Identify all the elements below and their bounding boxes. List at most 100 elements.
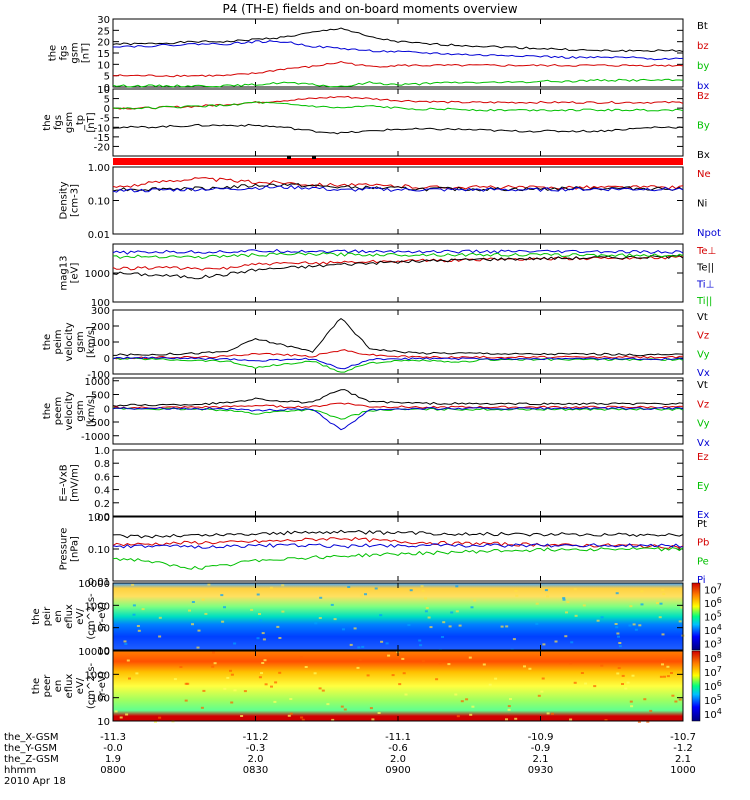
y-tick-label: -500 xyxy=(87,418,110,429)
x-tick-label: 2.1 xyxy=(533,754,549,765)
legend-entry: Vz xyxy=(697,399,709,410)
y-axis-label: eV/ xyxy=(75,608,86,625)
spectrogram-cell xyxy=(358,658,362,661)
spectrogram-cell xyxy=(119,716,123,719)
spectrogram-cell xyxy=(233,642,237,645)
spectrogram-cell xyxy=(615,592,619,595)
spectrogram-cell xyxy=(621,674,625,677)
spectrogram-cell xyxy=(173,678,177,681)
y-axis-label: sr-eV) xyxy=(97,671,108,700)
spectrogram-cell xyxy=(287,714,291,717)
series-line-Bt xyxy=(112,27,684,53)
series-line-bz xyxy=(112,60,684,78)
legend-entry: Ex xyxy=(697,510,709,521)
spectrogram-cell xyxy=(540,690,544,693)
spectrogram-cell xyxy=(659,675,663,678)
spectrogram-cell xyxy=(646,720,650,723)
spectrogram-cell xyxy=(281,610,285,613)
status-bar-tick xyxy=(287,156,291,159)
spectrogram-cell xyxy=(369,707,373,710)
status-bar-tick xyxy=(312,156,316,159)
y-tick-label: -10 xyxy=(94,123,110,134)
y-tick-label: 500 xyxy=(91,391,110,402)
spectrogram-cell xyxy=(243,690,247,693)
legend-entry: Ni xyxy=(697,199,707,210)
spectrogram-cell xyxy=(274,681,278,684)
spectrogram-cell xyxy=(584,682,588,685)
spectrogram-cell xyxy=(488,683,492,686)
spectrogram-cell xyxy=(385,642,389,645)
series-line-Vt xyxy=(112,389,684,407)
spectrogram-cell xyxy=(666,665,670,668)
panel-8: 0.01 0.10 1.00 Pressure [nPa] Pt Pb Pe Pi xyxy=(59,513,710,588)
colorbar-tick-exponent: 7 xyxy=(717,583,722,592)
spectrogram-cell xyxy=(196,646,200,649)
spectrogram-cell xyxy=(438,662,442,665)
y-axis-label: peer xyxy=(42,674,53,698)
spectrogram-cell xyxy=(427,616,431,619)
spectrogram xyxy=(113,651,683,721)
spectrogram-cell xyxy=(465,698,469,701)
y-tick-label: 100 xyxy=(91,694,110,705)
spectrogram-cell xyxy=(226,676,230,679)
spectrogram-cell xyxy=(649,709,653,712)
y-axis-label: en xyxy=(53,610,64,623)
spectrogram-cell xyxy=(240,715,244,717)
spectrogram-cell xyxy=(197,629,201,632)
colorbar-tick-exponent: 4 xyxy=(717,623,722,632)
x-tick-label: 2.0 xyxy=(248,754,264,765)
panel-frame xyxy=(112,449,684,517)
series-line-Vz xyxy=(112,349,684,360)
series-line-Pe xyxy=(112,547,684,570)
spectrogram-cell xyxy=(263,659,267,662)
spectrogram-cell xyxy=(469,713,473,716)
y-axis-label: eflux xyxy=(64,604,75,629)
panel-frame xyxy=(112,309,684,375)
panel-6: -1000 -500 0 500 1000 the peem velocity gsm [km/s… xyxy=(42,377,710,449)
y-axis-label: Density xyxy=(59,181,70,219)
colorbar-tick-exponent: 7 xyxy=(717,665,722,674)
spectrogram-cell xyxy=(342,628,345,631)
y-axis-label: velocity xyxy=(64,391,75,430)
spectrogram-cell xyxy=(330,603,334,606)
x-axis-row-label: the_Y-GSM xyxy=(4,743,57,754)
x-tick-label: 0930 xyxy=(528,765,553,776)
spectrogram-cell xyxy=(264,683,268,686)
spectrogram-cell xyxy=(570,641,574,644)
spectrogram-cell xyxy=(634,628,638,631)
x-tick-label: -0.3 xyxy=(246,743,266,754)
spectrogram-cell xyxy=(259,619,263,622)
spectrogram-cell xyxy=(535,602,539,605)
spectrogram-cell xyxy=(207,583,211,586)
y-axis-label: eflux xyxy=(64,674,75,699)
spectrogram-cell xyxy=(318,617,322,619)
spectrogram-cell xyxy=(141,608,145,611)
spectrogram-cell xyxy=(509,698,512,700)
y-tick-label: 1.00 xyxy=(88,513,110,524)
legend-entry: bz xyxy=(697,41,709,52)
y-axis-label: Pressure xyxy=(59,528,70,571)
spectrogram-cell xyxy=(600,616,604,619)
legend-entry: Pb xyxy=(697,538,709,549)
x-tick-label: 0900 xyxy=(385,765,410,776)
spectrogram-cell xyxy=(262,638,266,641)
spectrogram-cell xyxy=(582,604,586,607)
spectrogram-cell xyxy=(353,627,357,630)
y-axis-label: peem xyxy=(53,397,64,425)
spectrogram-cell xyxy=(261,662,265,664)
spectrogram-cell xyxy=(278,671,282,674)
spectrogram-cell xyxy=(202,689,206,692)
spectrogram-cell xyxy=(630,705,634,708)
spectrogram-cell xyxy=(278,637,282,639)
legend-entry: Pi xyxy=(697,575,706,586)
panel-frame xyxy=(112,18,684,88)
legend-entry: Te|| xyxy=(696,263,714,274)
x-tick-label: -10.9 xyxy=(528,732,554,743)
x-tick-label: 1000 xyxy=(670,765,695,776)
y-tick-label: 10 xyxy=(97,646,110,657)
y-tick-label: 1000 xyxy=(85,377,110,388)
spectrogram-cell xyxy=(314,622,318,625)
spectrogram-cell xyxy=(191,623,194,626)
